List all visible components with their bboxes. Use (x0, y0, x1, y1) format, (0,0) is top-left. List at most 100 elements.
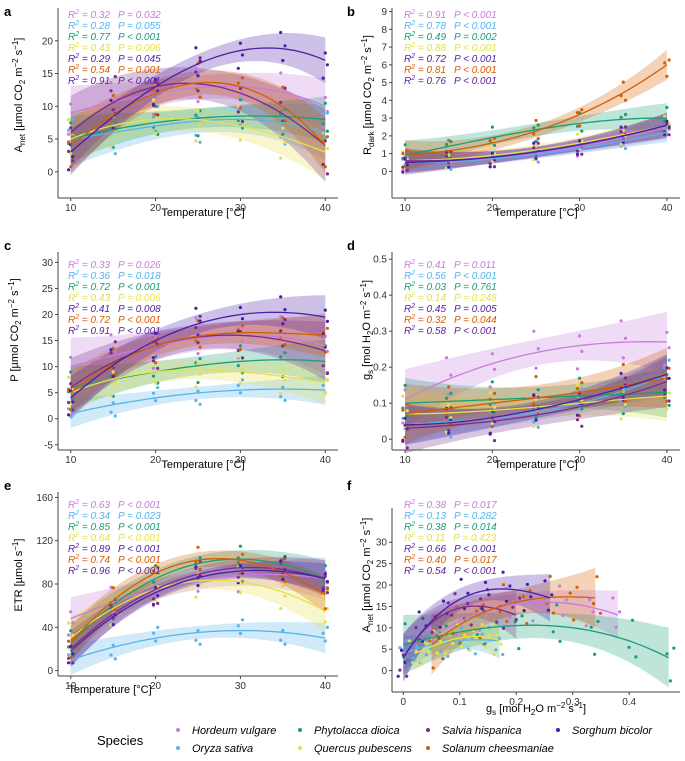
data-point (534, 156, 538, 160)
data-point (198, 372, 202, 376)
data-point (151, 597, 156, 601)
data-point (196, 89, 200, 93)
data-point (321, 125, 325, 130)
confidence-band (70, 550, 326, 662)
stats-e: R2 = 0.63 P < 0.001 R2 = 0.34 P = 0.023 R2… (68, 499, 161, 577)
stat-row: R2 = 0.85 P < 0.001 (68, 521, 161, 533)
data-point (281, 316, 285, 320)
x-axis-label-b: Temperature [°C] (494, 207, 577, 219)
y-tick-label: 9 (381, 7, 387, 18)
data-point (414, 625, 418, 630)
data-point (194, 306, 198, 310)
legend-label: Phytolacca dioica (314, 725, 400, 737)
data-point (154, 77, 158, 81)
data-point (623, 125, 628, 129)
data-point (444, 356, 449, 360)
data-point (196, 380, 200, 385)
data-point (156, 625, 160, 630)
fit-line (70, 311, 326, 399)
y-axis-label-e: ETR [µmol s−1] (11, 539, 25, 612)
data-point (529, 595, 533, 599)
data-point (113, 350, 117, 354)
data-point (623, 112, 628, 117)
y-tick-label: 40 (42, 623, 54, 634)
data-point (151, 569, 156, 573)
data-point (71, 400, 75, 404)
data-point (321, 594, 325, 598)
data-point (532, 132, 536, 136)
fit-line (405, 124, 668, 162)
data-point (67, 400, 71, 405)
data-point (623, 98, 628, 102)
data-point (663, 61, 667, 65)
data-point (196, 589, 200, 593)
fit-line (70, 566, 326, 650)
stat-row: R2 = 0.40 P = 0.017 (404, 554, 497, 566)
data-point (424, 653, 428, 657)
data-point (198, 56, 202, 60)
panel-f: f Anet [µmol CO2 m−2 s−1] 0 0.1 0.2 0.3 0.40… (347, 478, 680, 717)
data-point (564, 598, 568, 602)
data-point (281, 385, 285, 389)
confidence-band (405, 49, 667, 171)
confidence-band (70, 622, 326, 675)
y-tick-label: 10 (376, 623, 388, 634)
data-point (403, 383, 407, 387)
confidence-band (70, 33, 326, 176)
data-point (151, 355, 156, 360)
data-point (403, 388, 407, 392)
confidence-band (70, 72, 326, 141)
fit-line (405, 373, 668, 426)
data-point (279, 100, 283, 104)
data-point (532, 420, 536, 424)
data-point (279, 71, 283, 75)
data-point (665, 74, 669, 78)
data-point (444, 396, 449, 400)
data-point (447, 385, 451, 389)
data-point (405, 168, 409, 172)
y-tick-label: 30 (42, 258, 54, 269)
data-point (578, 124, 582, 128)
data-point (325, 591, 329, 595)
data-point (593, 652, 597, 656)
data-point (69, 102, 73, 106)
x-tick-label: 30 (235, 455, 247, 466)
data-point (281, 577, 285, 582)
legend-swatch (298, 728, 302, 732)
y-tick-label: 0.1 (373, 399, 387, 410)
data-point (325, 326, 329, 330)
data-point (398, 646, 402, 650)
data-point (665, 366, 669, 370)
data-point (198, 59, 202, 63)
data-point (441, 657, 445, 661)
data-point (663, 393, 667, 397)
data-point (325, 172, 329, 176)
data-point (665, 399, 669, 403)
x-axis-label-d: Temperature [°C] (494, 459, 577, 471)
data-point (240, 552, 245, 556)
data-point (67, 621, 71, 625)
confidence-band (70, 70, 326, 174)
fit-line (70, 369, 326, 394)
data-point (151, 359, 156, 363)
data-point (534, 375, 538, 379)
data-point (468, 648, 472, 652)
data-point (447, 165, 451, 169)
fit-line (403, 624, 669, 659)
x-tick-label: 20 (150, 455, 162, 466)
data-point (69, 151, 73, 155)
data-point (575, 413, 580, 417)
data-point (67, 168, 71, 172)
confidence-band (70, 67, 326, 183)
y-tick-label: 3 (381, 114, 387, 125)
data-point (279, 391, 283, 395)
data-point (194, 66, 198, 70)
stats-f: R2 = 0.38 P = 0.017 R2 = 0.13 P = 0.282 R2… (404, 499, 497, 577)
data-point (543, 579, 547, 583)
data-point (71, 118, 75, 122)
data-point (321, 162, 325, 167)
data-point (667, 376, 671, 380)
data-point (321, 383, 325, 387)
data-points-c (67, 295, 329, 418)
data-point (283, 398, 287, 402)
